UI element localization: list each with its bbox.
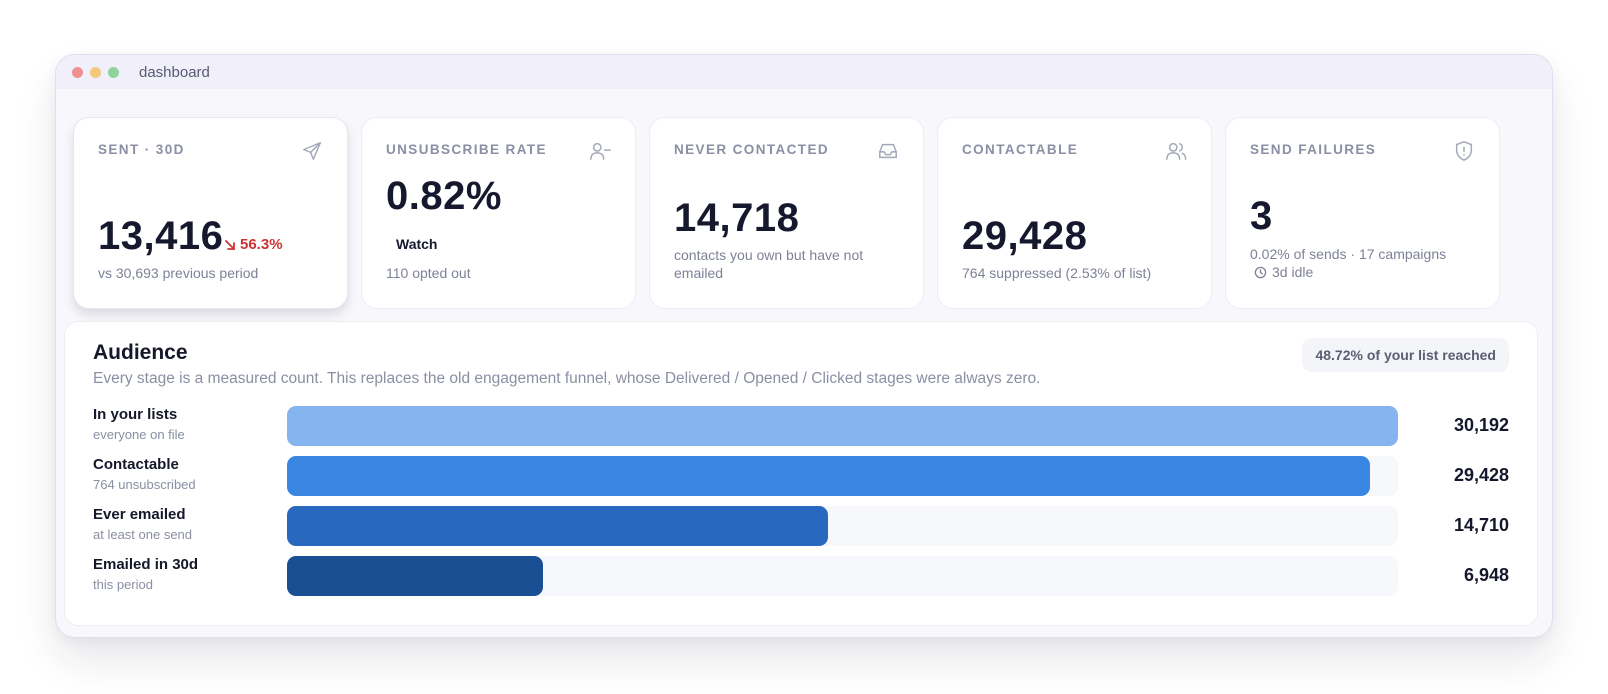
kpi-label: CONTACTABLE [962, 142, 1079, 157]
trend-value: 56.3% [240, 236, 283, 253]
bar-fill [287, 406, 1398, 446]
bar-fill [287, 456, 1370, 496]
row-value: 29,428 [1453, 465, 1509, 485]
kpi-value: 14,718 [674, 196, 800, 240]
panel-description: Every stage is a measured count. This re… [93, 370, 1041, 387]
audience-panel: Audience Every stage is a measured count… [64, 321, 1538, 626]
kpi-subtext: vs 30,693 previous period [98, 265, 259, 281]
window-title: dashboard [139, 64, 210, 81]
kpi-value: 13,416 [98, 214, 224, 258]
user-minus-icon [590, 142, 611, 160]
audience-row-contactable[interactable]: Contactable 764 unsubscribed 29,428 [65, 456, 1537, 496]
kpi-label: SENT · 30D [98, 142, 185, 157]
kpi-card-send-failures[interactable]: SEND FAILURES 3 0.02% of sends · 17 camp… [1225, 117, 1500, 309]
audience-row-in-your-lists[interactable]: In your lists everyone on file 30,192 [65, 406, 1537, 446]
panel-title: Audience [93, 341, 188, 364]
kpi-value: 0.82% [386, 174, 502, 218]
kpi-card-contactable[interactable]: CONTACTABLE 29,428 764 suppressed (2.53%… [937, 117, 1212, 309]
row-label: Emailed in 30d [93, 556, 199, 573]
inbox-icon [879, 143, 897, 159]
kpi-subtext: contacts you own but have not emailed [674, 247, 864, 281]
row-subtext: 764 unsubscribed [93, 477, 196, 492]
row-value: 14,710 [1453, 515, 1509, 535]
row-value: 30,192 [1453, 415, 1509, 435]
row-label: Contactable [93, 456, 179, 473]
bar-track [287, 506, 1398, 546]
row-value: 6,948 [1463, 565, 1509, 585]
audience-row-ever-emailed[interactable]: Ever emailed at least one send 14,710 [65, 506, 1537, 546]
kpi-label: SEND FAILURES [1250, 142, 1377, 157]
title-bar: dashboard [56, 55, 1552, 89]
kpi-subtext: 0.02% of sends · 17 campaigns [1250, 246, 1447, 262]
idle-text: 3d idle [1272, 264, 1314, 280]
watch-badge: Watch [386, 234, 448, 254]
kpi-card-unsubscribe-rate[interactable]: UNSUBSCRIBE RATE 0.82% Watch 110 opted o… [361, 117, 636, 309]
bar-track [287, 406, 1398, 446]
bar-track [287, 556, 1398, 596]
bar-fill [287, 506, 829, 546]
kpi-label: UNSUBSCRIBE RATE [386, 142, 547, 157]
kpi-value: 29,428 [962, 214, 1088, 258]
send-icon [303, 142, 321, 160]
close-window-button[interactable] [72, 67, 83, 78]
maximize-window-button[interactable] [108, 67, 119, 78]
dashboard-window: dashboard SENT · 30D 13,416 56.3% vs 30,… [55, 54, 1553, 638]
row-label: Ever emailed [93, 506, 186, 523]
row-subtext: at least one send [93, 527, 193, 542]
bar-fill [287, 556, 543, 596]
kpi-card-never-contacted[interactable]: NEVER CONTACTED 14,718 contacts you own … [649, 117, 924, 309]
row-subtext: this period [93, 577, 153, 592]
kpi-card-sent[interactable]: SENT · 30D 13,416 56.3% vs 30,693 previo… [73, 117, 348, 309]
kpi-subtext: 764 suppressed (2.53% of list) [962, 265, 1152, 281]
shield-alert-icon [1455, 141, 1473, 161]
row-label: In your lists [93, 406, 178, 423]
row-subtext: everyone on file [93, 427, 185, 442]
minimize-window-button[interactable] [90, 67, 101, 78]
audience-row-emailed-30d[interactable]: Emailed in 30d this period 6,948 [65, 556, 1537, 596]
arrow-down-right-icon [225, 239, 235, 250]
list-reached-badge: 48.72% of your list reached [1302, 338, 1509, 372]
users-icon [1166, 142, 1187, 160]
clock-icon [1254, 266, 1267, 278]
bar-track [287, 456, 1398, 496]
kpi-value: 3 [1250, 194, 1273, 238]
kpi-subtext: 110 opted out [386, 265, 471, 281]
idle-indicator: 3d idle [1254, 263, 1313, 281]
trend-indicator: 56.3% [224, 236, 283, 253]
kpi-label: NEVER CONTACTED [674, 142, 830, 157]
